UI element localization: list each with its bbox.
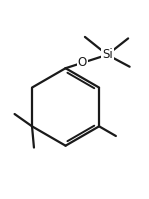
Text: O: O [78, 56, 87, 69]
Text: Si: Si [102, 48, 113, 61]
